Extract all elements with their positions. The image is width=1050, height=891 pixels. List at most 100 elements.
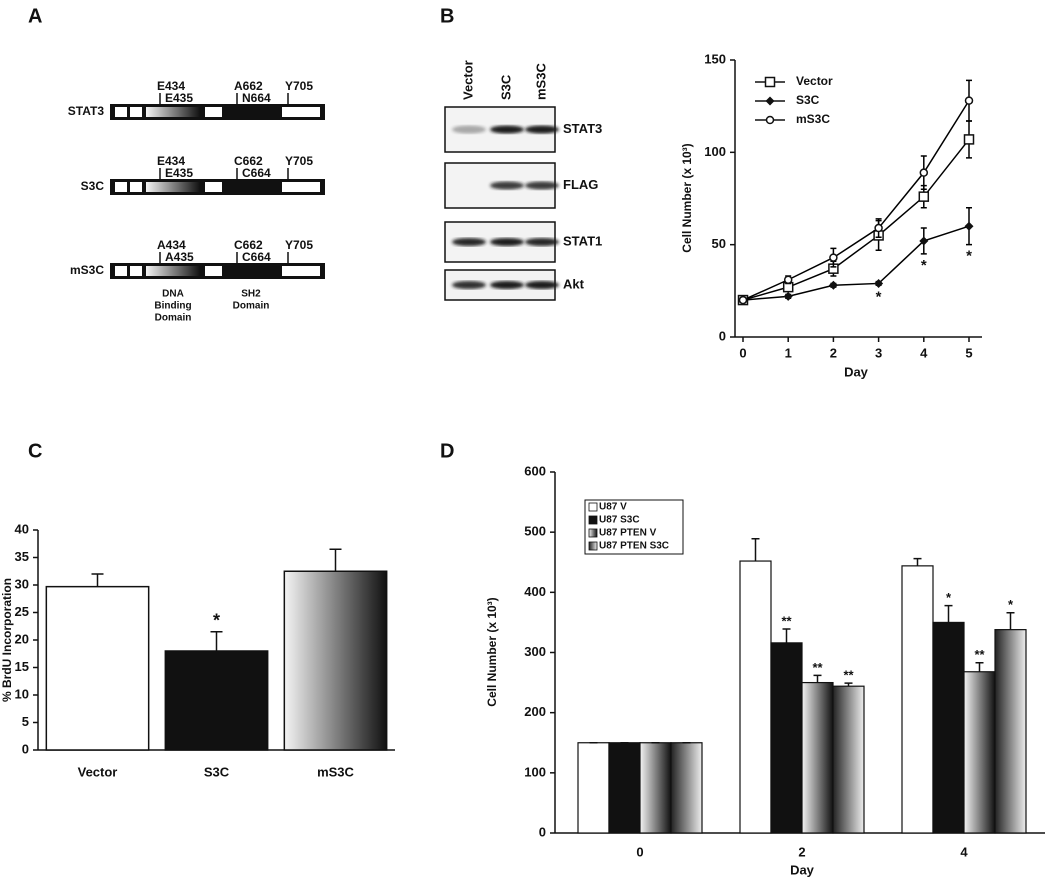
domain-label: Binding: [154, 301, 191, 312]
y-tick-label: 150: [704, 51, 726, 66]
construct-segment: [282, 266, 320, 276]
error-bar: [813, 674, 822, 683]
annotation: *: [966, 248, 972, 265]
y-tick-label: 35: [15, 549, 29, 564]
bar: [901, 565, 934, 834]
y-tick-label: 10: [15, 686, 29, 701]
y-tick-label: 5: [22, 714, 29, 729]
error-bar: [329, 548, 342, 572]
y-tick-label: 200: [524, 704, 546, 719]
blot-row-label: FLAG: [563, 177, 598, 192]
construct-name: STAT3: [68, 104, 105, 118]
y-tick-label: 100: [524, 764, 546, 779]
lane-label: mS3C: [533, 63, 548, 100]
construct-segment: [115, 266, 127, 276]
error-bar: [844, 682, 853, 687]
site-label: Y705: [285, 238, 313, 252]
construct-segment: [146, 107, 200, 117]
construct-segment: [130, 266, 142, 276]
y-tick-label: 50: [712, 236, 726, 251]
construct-segment: [146, 182, 200, 192]
construct-segment: [146, 266, 200, 276]
error-bar: [210, 631, 223, 651]
point: [963, 134, 975, 145]
annotation: *: [946, 590, 952, 605]
panel-label: D: [440, 440, 454, 462]
point: [919, 236, 929, 246]
y-tick-label: 40: [15, 521, 29, 536]
error-bar: [1006, 612, 1015, 630]
annotation: *: [921, 257, 927, 274]
point: [918, 191, 930, 202]
legend-label: Vector: [796, 74, 833, 88]
legend-label: U87 V: [599, 502, 627, 513]
legend-label: U87 PTEN S3C: [599, 541, 669, 552]
site-label: C662: [234, 154, 263, 168]
construct-segment: [205, 107, 222, 117]
annotation: **: [781, 613, 792, 628]
bar: [45, 585, 150, 751]
bar: [963, 671, 996, 834]
point: [829, 253, 838, 262]
bar: [164, 650, 269, 751]
x-tick-label: S3C: [204, 764, 230, 779]
x-axis-label: Day: [844, 364, 869, 379]
construct-segment: [130, 182, 142, 192]
site-label: C664: [242, 166, 271, 180]
blot-band: [452, 238, 486, 246]
legend-marker: [765, 115, 775, 125]
bar: [639, 742, 672, 834]
annotation: *: [876, 288, 882, 305]
blot-band: [490, 281, 524, 289]
error-bar: [944, 604, 953, 623]
construct-segment: [115, 107, 127, 117]
blot-band: [490, 125, 524, 134]
x-tick-label: 4: [920, 345, 928, 360]
point: [874, 278, 884, 288]
blot-band: [490, 238, 524, 246]
site-label: E434: [157, 79, 185, 93]
legend-swatch: [588, 528, 598, 538]
construct-name: S3C: [81, 179, 105, 193]
x-tick-label: 2: [798, 844, 805, 859]
panel-label: C: [28, 440, 42, 462]
point: [828, 280, 838, 290]
y-tick-label: 400: [524, 584, 546, 599]
site-label: Y705: [285, 79, 313, 93]
blot-band: [452, 281, 486, 289]
y-axis-label: Cell Number (x 10³): [680, 143, 694, 252]
blot-band: [452, 125, 486, 134]
construct-segment: [282, 107, 320, 117]
point: [874, 223, 883, 233]
panel-label: B: [440, 5, 454, 27]
site-label: E435: [165, 166, 193, 180]
blot-row-label: STAT1: [563, 233, 602, 248]
site-label: Y705: [285, 154, 313, 168]
construct-name: mS3C: [70, 263, 104, 277]
bar: [770, 642, 803, 834]
annotation: **: [843, 668, 854, 683]
bar: [739, 560, 772, 834]
domain-label: SH2: [241, 289, 261, 300]
domain-label: Domain: [233, 301, 270, 312]
x-tick-label: 5: [965, 345, 972, 360]
domain-label: Domain: [155, 313, 192, 324]
lane-label: Vector: [460, 60, 475, 100]
x-tick-label: Vector: [78, 764, 118, 779]
lane-label: S3C: [498, 74, 513, 100]
legend-swatch: [588, 502, 598, 512]
series-line: [742, 225, 970, 301]
x-tick-label: 1: [785, 345, 792, 360]
blot-band: [525, 181, 559, 190]
annotation: **: [812, 660, 823, 675]
error-bar: [91, 573, 104, 587]
site-label: E434: [157, 154, 185, 168]
legend-swatch: [588, 541, 598, 551]
construct-segment: [205, 182, 222, 192]
x-tick-label: 3: [875, 345, 882, 360]
annotation: *: [213, 611, 220, 631]
construct-segment: [282, 182, 320, 192]
point: [919, 168, 929, 177]
x-axis-label: Day: [790, 862, 815, 877]
series-line: [742, 100, 970, 301]
